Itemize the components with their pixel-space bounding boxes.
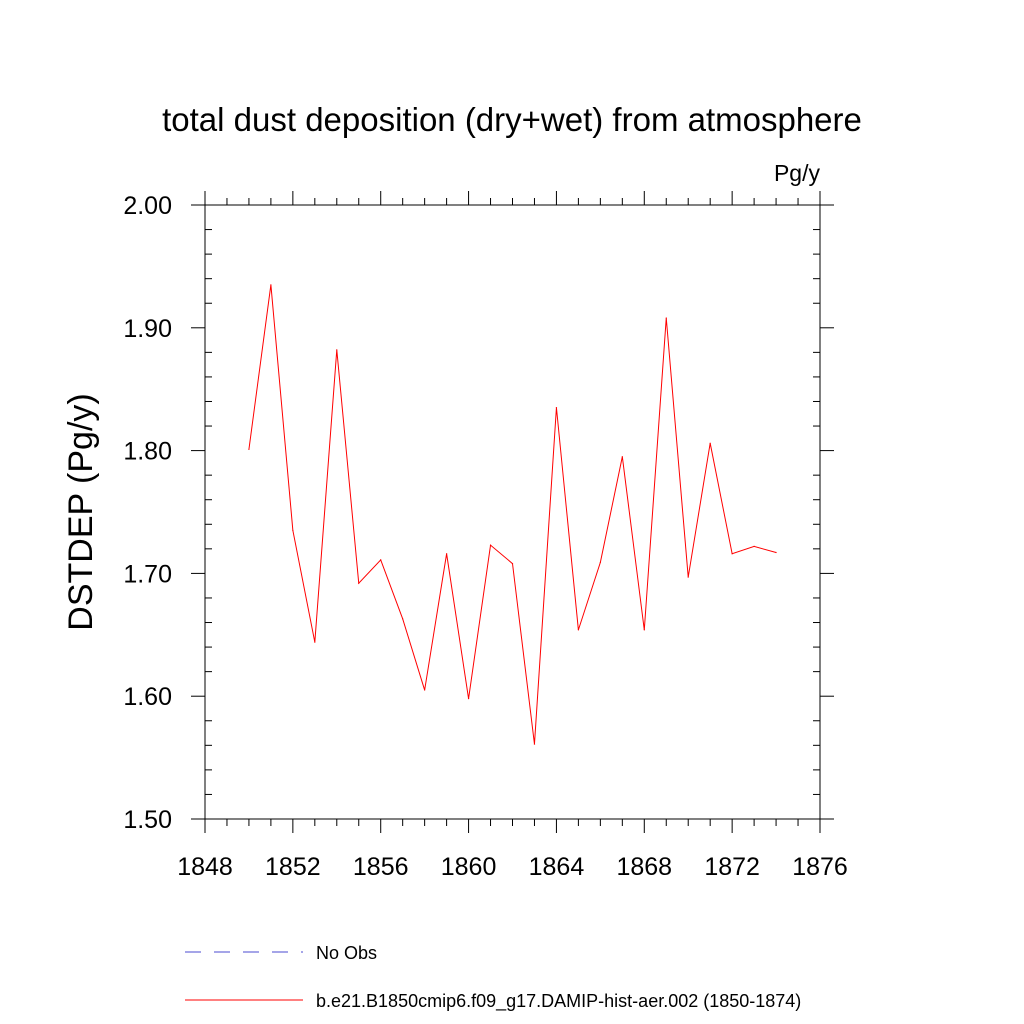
data-point (248, 448, 250, 450)
y-tick-label: 1.80 (123, 438, 172, 466)
x-tick-label: 1864 (529, 853, 585, 881)
data-point (753, 545, 755, 547)
x-tick-label: 1868 (616, 853, 672, 881)
data-point (446, 553, 448, 555)
y-tick-label: 1.70 (123, 560, 172, 588)
data-point (489, 544, 492, 546)
data-point (709, 442, 711, 444)
data-point (555, 407, 558, 409)
y-axis: 1.50 1.60 1.70 1.80 1.90 2.00 (123, 192, 834, 834)
data-point (687, 576, 689, 578)
x-tick-label: 1848 (177, 853, 233, 881)
chart-title: total dust deposition (dry+wet) from atm… (162, 101, 862, 138)
data-point (643, 629, 645, 631)
minor-ticks (205, 198, 820, 826)
data-point (467, 698, 470, 700)
data-point (621, 456, 623, 458)
plot-area: 1848 1852 1856 1860 1864 1868 1872 1876 1.50 1.6… (123, 191, 848, 881)
data-point (358, 582, 360, 584)
data-point (731, 553, 733, 555)
data-point (424, 689, 426, 691)
y-tick-label: 1.60 (123, 683, 172, 711)
y-tick-label: 2.00 (123, 192, 172, 220)
x-tick-label: 1876 (792, 853, 848, 881)
units-label: Pg/y (774, 160, 821, 186)
data-point (577, 629, 579, 631)
x-axis: 1848 1852 1856 1860 1864 1868 1872 1876 (177, 191, 848, 881)
x-tick-label: 1852 (265, 853, 321, 881)
x-tick-label: 1856 (353, 853, 409, 881)
data-point (314, 641, 316, 643)
legend: No Obs b.e21.B1850cmip6.f09_g17.DAMIP-hi… (185, 943, 801, 1012)
y-axis-label: DSTDEP (Pg/y) (62, 393, 100, 630)
x-tick-label: 1860 (441, 853, 497, 881)
legend-label-series: b.e21.B1850cmip6.f09_g17.DAMIP-hist-aer.… (316, 991, 801, 1012)
legend-label-no-obs: No Obs (316, 943, 377, 963)
data-point (511, 562, 514, 565)
data-point (533, 743, 536, 745)
y-tick-label: 1.50 (123, 806, 172, 834)
data-point (775, 551, 777, 554)
data-point (402, 618, 404, 620)
x-tick-label: 1872 (704, 853, 760, 881)
data-point (336, 349, 338, 351)
y-tick-label: 1.90 (123, 315, 172, 343)
data-point (292, 529, 294, 532)
data-point (665, 317, 667, 319)
data-point (270, 284, 272, 286)
series-layer (248, 284, 777, 745)
data-point (599, 561, 601, 563)
data-point (380, 559, 382, 561)
